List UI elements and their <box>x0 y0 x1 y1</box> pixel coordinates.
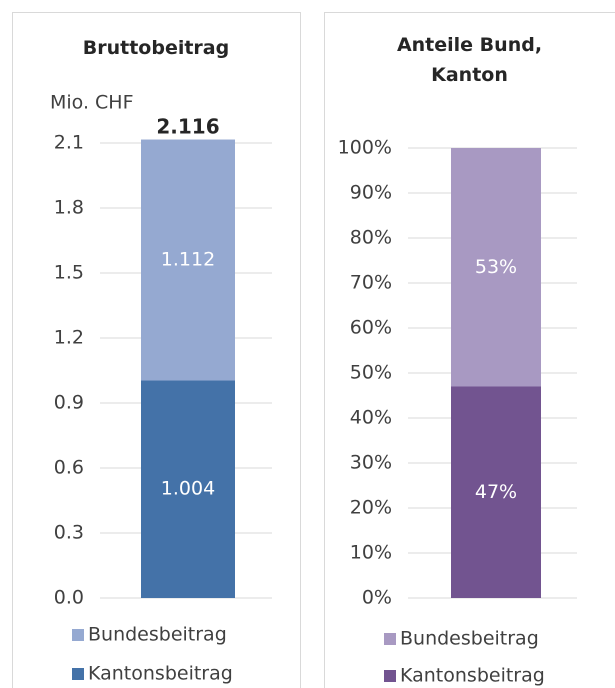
y-tick-label: 2.1 <box>54 132 84 154</box>
bar-segment <box>451 386 541 598</box>
data-label: 53% <box>475 256 517 278</box>
legend-label: Bundesbeitrag <box>88 624 227 646</box>
y-tick-label: 0.0 <box>54 587 84 609</box>
bar-segment <box>451 148 541 387</box>
y-tick-label: 10% <box>350 542 392 564</box>
bar-segment <box>141 380 235 598</box>
y-tick-label: 0.9 <box>54 392 84 414</box>
y-tick-label: 0.6 <box>54 457 84 479</box>
panel <box>324 12 615 688</box>
y-tick-label: 60% <box>350 317 392 339</box>
y-tick-label: 20% <box>350 497 392 519</box>
data-label: 1.004 <box>161 478 215 500</box>
chart-title: Bruttobeitrag <box>82 37 230 59</box>
chart-title: Anteile Bund, Kanton <box>396 34 543 86</box>
y-tick-label: 30% <box>350 452 392 474</box>
y-tick-label: 0.3 <box>54 522 84 544</box>
legend-swatch <box>384 670 396 682</box>
data-label: 1.112 <box>161 249 215 271</box>
legend-swatch <box>72 668 84 680</box>
panel <box>12 12 301 688</box>
total-label: 2.116 <box>156 115 219 139</box>
y-tick-label: 40% <box>350 407 392 429</box>
y-tick-label: 70% <box>350 272 392 294</box>
y-tick-label: 0% <box>362 587 392 609</box>
data-label: 47% <box>475 481 517 503</box>
y-tick-label: 1.5 <box>54 262 84 284</box>
y-tick-label: 50% <box>350 362 392 384</box>
legend-label: Bundesbeitrag <box>400 628 539 650</box>
y-tick-label: 90% <box>350 182 392 204</box>
y-tick-label: 100% <box>338 137 392 159</box>
legend-swatch <box>72 629 84 641</box>
legend-swatch <box>384 633 396 645</box>
y-tick-label: 80% <box>350 227 392 249</box>
y-tick-label: 1.2 <box>54 327 84 349</box>
bar-segment <box>141 139 235 381</box>
legend-label: Kantonsbeitrag <box>400 665 545 687</box>
legend-label: Kantonsbeitrag <box>88 663 233 685</box>
y-tick-label: 1.8 <box>54 197 84 219</box>
y-axis-label: Mio. CHF <box>50 92 134 114</box>
